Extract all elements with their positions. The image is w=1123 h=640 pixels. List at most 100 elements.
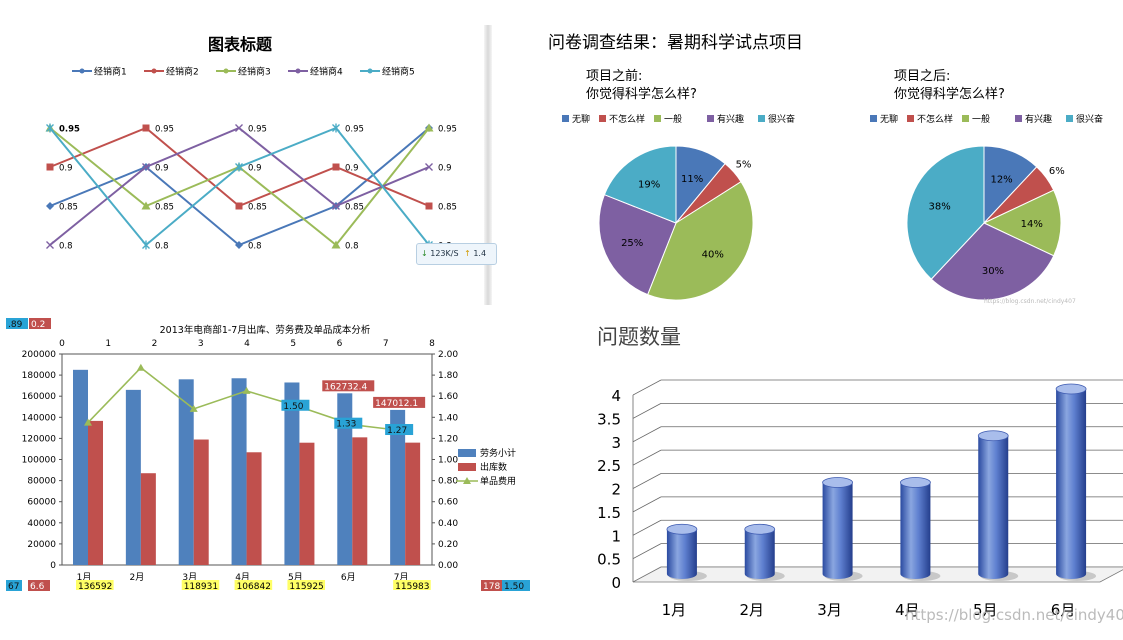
network-speed-widget[interactable]: ↓ 123K/S ↑ 1.4 (416, 243, 497, 265)
top-tick-label: 6 (337, 339, 343, 349)
x-tick-label: 5月 (288, 572, 303, 583)
pie-legend-swatch (707, 115, 714, 122)
upload-speed: 1.4 (473, 249, 487, 258)
legend-swatch (463, 477, 471, 484)
data-label: 0.8 (345, 242, 359, 252)
data-label: 0.95 (248, 125, 267, 135)
label-bg (373, 396, 426, 408)
label-bg (234, 580, 273, 590)
pie-slice-label: 40% (702, 249, 724, 260)
label-bg (502, 580, 530, 591)
bottom-data-label: 106842 (237, 582, 271, 592)
series-line-5 (49, 126, 430, 247)
label-bg (181, 580, 220, 590)
top-tick-label: 0 (59, 339, 65, 349)
y-tick-label: 60000 (27, 498, 56, 508)
pie-legend-swatch (758, 115, 765, 122)
data-point (331, 240, 341, 249)
cylinder-bar (900, 482, 931, 579)
line-point (242, 386, 251, 394)
cylinder-bar (822, 482, 853, 579)
pie-legend-swatch (870, 115, 877, 122)
chart-title: 图表标题 (208, 35, 273, 54)
y-tick-label: 100000 (22, 456, 57, 466)
y-tick-label: 1 (611, 527, 621, 545)
label-bg (6, 318, 28, 329)
data-label: 1.50 (504, 582, 524, 592)
data-label: 1.33 (336, 420, 356, 430)
legend-label: 经销商3 (238, 66, 271, 78)
cylinder-top (744, 523, 776, 535)
legend-label: 出库数 (480, 461, 507, 473)
y-tick-label: 80000 (27, 477, 56, 487)
data-label: 6.6 (30, 582, 45, 592)
series-line-4 (49, 126, 430, 246)
data-label: 0.8 (59, 242, 73, 252)
legend-label: 劳务小计 (480, 447, 516, 459)
label-bg (76, 580, 114, 590)
data-point (424, 123, 434, 132)
y2-tick-label: 2.00 (438, 350, 458, 360)
bottom-data-label: 115983 (395, 582, 429, 592)
y2-tick-label: 1.40 (438, 413, 458, 423)
data-label: 0.85 (345, 203, 364, 213)
grid-line (632, 426, 662, 443)
pie-legend-swatch (962, 115, 969, 122)
data-point (46, 241, 54, 249)
data-label: 178 (483, 582, 500, 592)
grid-line (632, 449, 662, 466)
y-tick-label: 200000 (22, 350, 57, 360)
y-tick-label: 40000 (27, 519, 56, 529)
y2-tick-label: 0.20 (438, 540, 458, 550)
pie-slice (647, 181, 754, 301)
y-tick-label: 3.5 (597, 410, 621, 428)
chart-title: 2013年电商部1-7月出库、劳务费及单品成本分析 (160, 324, 371, 336)
y2-tick-label: 1.20 (438, 434, 458, 444)
y2-tick-label: 0.60 (438, 498, 458, 508)
series-line-1 (49, 127, 430, 247)
data-point (235, 124, 243, 132)
data-label: 1.50 (283, 402, 303, 412)
pie-slice-label: 12% (990, 175, 1012, 186)
label-bg (29, 318, 51, 329)
bar-outbound (352, 437, 368, 565)
pie-slice (598, 194, 677, 296)
data-label: 0.9 (438, 164, 452, 174)
data-point (46, 163, 54, 171)
y2-tick-label: 0.00 (438, 561, 458, 571)
y-tick-label: 3 (611, 434, 621, 452)
pie-legend-swatch (599, 115, 606, 122)
series-line-3 (49, 127, 430, 247)
upload-arrow-icon: ↑ (464, 249, 471, 258)
pie-main-title: 问卷调查结果：暑期科学试点项目 (548, 33, 803, 53)
y-tick-label: 0.5 (597, 551, 621, 569)
top-tick-label: 2 (152, 339, 158, 349)
cylinder-chart-panel: 问题数量 0 0.5 1 1.5 2 2.5 3 3.5 4 1月 2月 3月 4月 5月 6月 (580, 315, 1123, 636)
pie-slice-label: 38% (928, 201, 950, 212)
y2-tick-label: 1.00 (438, 456, 458, 466)
x-tick-label: 4月 (235, 572, 250, 583)
pie-slice-label: 30% (982, 266, 1004, 277)
cylinder-chart: 问题数量 0 0.5 1 1.5 2 2.5 3 3.5 4 1月 2月 3月 4月 5月 6月 (597, 325, 1123, 619)
watermark: https://blog.csdn.net/cindy407 (905, 606, 1123, 624)
pie-legend-swatch (907, 115, 914, 122)
x-tick-label: 1月 (662, 601, 687, 619)
data-point (425, 202, 433, 210)
x-tick-label: 1月 (77, 572, 92, 583)
label-bg (287, 580, 326, 590)
data-label: .89 (8, 320, 23, 330)
pie-legend-swatch (1066, 115, 1073, 122)
legend-label: 单品费用 (480, 475, 516, 487)
data-label: 0.9 (155, 164, 169, 174)
data-label: 0.95 (345, 125, 364, 135)
grid-line (632, 543, 662, 559)
bar-outbound (246, 452, 262, 565)
cylinder-bar (978, 435, 1009, 579)
bar-labor (337, 393, 353, 565)
download-speed: 123K/S (430, 249, 459, 258)
top-tick-label: 1 (105, 339, 111, 349)
data-label: 147012.1 (375, 399, 418, 409)
y-tick-label: 160000 (22, 392, 57, 402)
